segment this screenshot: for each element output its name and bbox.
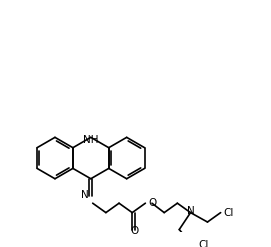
Text: O: O <box>130 226 138 236</box>
Text: Cl: Cl <box>198 240 208 247</box>
Text: N: N <box>187 206 194 216</box>
Text: N: N <box>81 190 89 200</box>
Text: Cl: Cl <box>224 208 234 218</box>
Text: NH: NH <box>83 135 99 145</box>
Text: O: O <box>148 198 156 208</box>
